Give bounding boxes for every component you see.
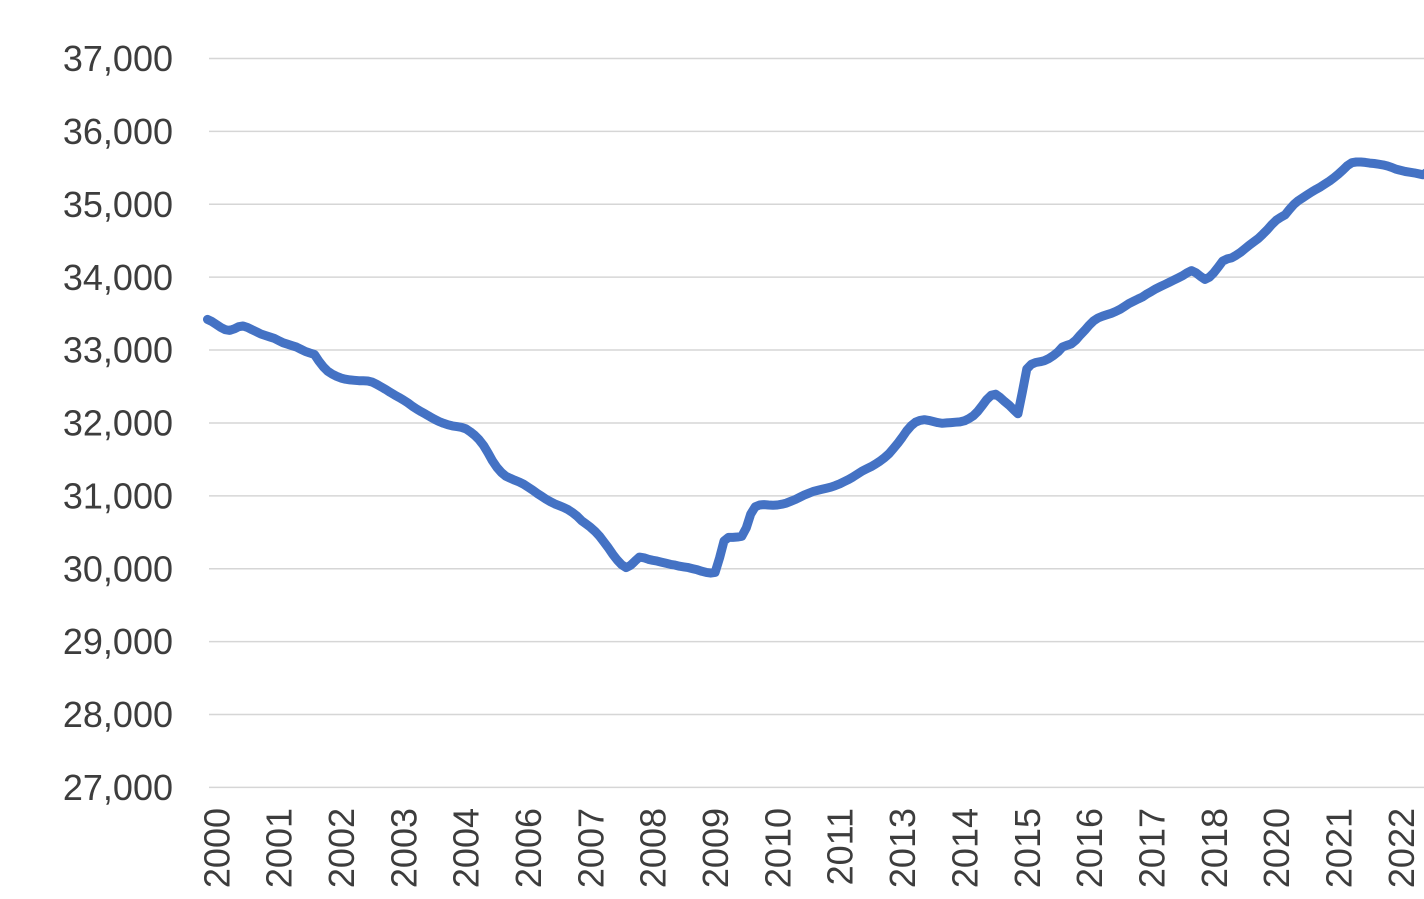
x-tick-label: 2018 [1194, 808, 1235, 888]
y-tick-label: 34,000 [63, 257, 173, 298]
y-tick-label: 31,000 [63, 475, 173, 516]
x-tick-label: 2009 [695, 808, 736, 888]
y-tick-label: 29,000 [63, 621, 173, 662]
x-tick-label: 2000 [196, 808, 237, 888]
data-line-series [203, 157, 1424, 578]
data-series-group [203, 157, 1424, 578]
y-tick-label: 37,000 [63, 38, 173, 79]
y-tick-label: 33,000 [63, 330, 173, 371]
y-axis-labels: 37,000 36,000 35,000 34,000 33,000 32,000 31,0… [63, 38, 173, 808]
chart-svg: 37,000 36,000 35,000 34,000 33,000 32,000 31,0… [63, 38, 1424, 888]
x-tick-label: 2013 [882, 808, 923, 888]
x-tick-label: 2014 [944, 808, 985, 888]
x-tick-label: 2015 [1007, 808, 1048, 888]
y-tick-label: 27,000 [63, 767, 173, 808]
x-tick-label: 2007 [570, 808, 611, 888]
line-chart: 37,000 36,000 35,000 34,000 33,000 32,000 31,0… [40, 16, 1424, 899]
x-tick-label: 2016 [1069, 808, 1110, 888]
x-tick-label: 2003 [383, 808, 424, 888]
x-axis-labels: 2000 2001 2002 2003 2004 2006 2007 2008 2009 2010… [196, 808, 1421, 888]
gridlines-group [209, 57, 1424, 789]
y-tick-label: 30,000 [63, 548, 173, 589]
y-tick-label: 36,000 [63, 111, 173, 152]
x-tick-label: 2001 [259, 808, 300, 888]
x-tick-label: 2004 [446, 808, 487, 888]
x-tick-label: 2017 [1131, 808, 1172, 888]
y-tick-label: 35,000 [63, 184, 173, 225]
x-tick-label: 2002 [321, 808, 362, 888]
y-tick-label: 28,000 [63, 694, 173, 735]
x-tick-label: 2022 [1381, 808, 1422, 888]
x-tick-label: 2020 [1256, 808, 1297, 888]
x-tick-label: 2021 [1318, 808, 1359, 888]
x-tick-label: 2010 [757, 808, 798, 888]
x-tick-label: 2011 [820, 808, 861, 885]
x-tick-label: 2006 [508, 808, 549, 888]
x-tick-label: 2008 [633, 808, 674, 888]
y-tick-label: 32,000 [63, 403, 173, 444]
